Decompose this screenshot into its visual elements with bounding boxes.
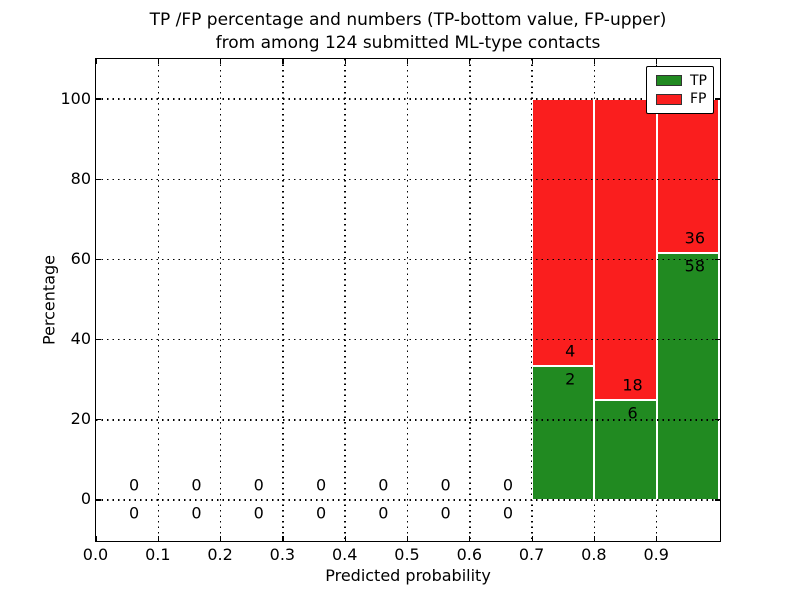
x-tick-mark-bottom — [282, 536, 284, 541]
h-gridline — [96, 419, 719, 421]
y-tick-mark-right — [715, 178, 720, 180]
x-tick-mark-top — [469, 59, 471, 64]
x-tick-label: 0.2 — [207, 545, 233, 564]
fp-count-label: 0 — [440, 475, 451, 495]
x-tick-mark-top — [157, 59, 159, 64]
x-tick-label: 0.5 — [394, 545, 420, 564]
tp-count-label: 6 — [627, 403, 638, 423]
x-axis-label: Predicted probability — [325, 566, 491, 585]
chart-title-line2: from among 124 submitted ML-type contact… — [215, 33, 601, 53]
y-tick-mark-left — [96, 499, 101, 501]
bar-tp-segment — [656, 252, 719, 500]
v-gridline — [344, 59, 346, 540]
bar-fp-segment — [532, 99, 595, 367]
fp-count-label: 4 — [565, 341, 576, 361]
tp-count-label: 0 — [440, 503, 451, 523]
fp-count-label: 0 — [191, 475, 202, 495]
legend-swatch-fp — [656, 93, 682, 105]
h-gridline — [96, 258, 719, 261]
x-tick-label: 0.1 — [145, 545, 171, 564]
v-gridline — [282, 59, 284, 540]
legend-label: TP — [690, 72, 707, 89]
v-gridline — [406, 59, 409, 540]
y-tick-mark-left — [96, 338, 101, 341]
tp-count-label: 2 — [565, 369, 576, 389]
x-tick-mark-top — [282, 59, 284, 64]
x-tick-mark-top — [406, 59, 409, 64]
tp-count-label: 58 — [684, 256, 706, 276]
y-tick-mark-left — [96, 258, 101, 261]
x-tick-mark-bottom — [95, 536, 97, 541]
x-tick-mark-top — [656, 59, 658, 64]
x-tick-label: 0.4 — [331, 545, 358, 564]
v-gridline — [157, 59, 160, 540]
chart-title: TP /FP percentage and numbers (TP-bottom… — [95, 9, 721, 55]
tp-count-label: 0 — [315, 503, 327, 523]
x-tick-mark-bottom — [406, 536, 409, 541]
h-gridline — [96, 98, 719, 100]
x-tick-label: 0.9 — [643, 545, 669, 564]
bar-tp-segment — [594, 399, 657, 500]
h-gridline — [96, 338, 719, 341]
x-tick-mark-bottom — [220, 536, 222, 541]
legend-label: FP — [690, 91, 707, 108]
fp-count-label: 0 — [502, 475, 514, 495]
y-tick-mark-right — [715, 338, 720, 341]
x-tick-label: 0.6 — [456, 545, 483, 564]
fp-count-label: 18 — [622, 375, 643, 395]
fp-count-label: 0 — [129, 475, 140, 495]
x-tick-mark-bottom — [469, 536, 471, 541]
legend-item-tp: TP — [656, 74, 713, 88]
y-tick-label: 60 — [70, 248, 91, 268]
y-tick-label: 100 — [60, 88, 91, 108]
legend-swatch-tp — [656, 75, 682, 87]
x-tick-mark-bottom — [157, 536, 159, 541]
v-gridline — [469, 59, 471, 540]
fp-count-label: 0 — [315, 475, 327, 495]
x-tick-label: 0.8 — [581, 545, 607, 564]
x-tick-mark-top — [95, 59, 97, 64]
x-tick-mark-bottom — [344, 536, 346, 541]
x-tick-mark-bottom — [593, 536, 596, 541]
h-gridline — [96, 499, 719, 501]
y-tick-label: 20 — [70, 409, 91, 429]
x-tick-label: 0.7 — [518, 545, 545, 564]
fp-count-label: 36 — [684, 228, 706, 248]
tp-count-label: 0 — [129, 503, 140, 523]
bar-tp-segment — [532, 366, 595, 500]
x-tick-mark-top — [344, 59, 346, 64]
bar-fp-segment — [656, 99, 719, 253]
h-gridline — [96, 178, 719, 180]
bar-fp-segment — [594, 99, 657, 400]
y-tick-label: 80 — [70, 168, 91, 188]
y-tick-label: 0 — [80, 489, 91, 509]
x-tick-mark-bottom — [656, 536, 658, 541]
tp-count-label: 0 — [191, 503, 202, 523]
y-tick-mark-left — [96, 98, 101, 100]
legend-item-fp: FP — [656, 92, 713, 106]
y-tick-mark-right — [715, 98, 720, 100]
x-tick-label: 0.3 — [269, 545, 296, 564]
x-tick-mark-bottom — [531, 536, 533, 541]
fp-count-label: 0 — [253, 475, 264, 495]
x-tick-mark-top — [593, 59, 596, 64]
y-tick-mark-left — [96, 419, 101, 421]
x-tick-mark-top — [220, 59, 222, 64]
y-tick-label: 40 — [70, 329, 91, 349]
tp-count-label: 0 — [253, 503, 264, 523]
chart-title-line1: TP /FP percentage and numbers (TP-bottom… — [149, 10, 667, 30]
x-tick-mark-top — [531, 59, 533, 64]
tp-count-label: 0 — [502, 503, 514, 523]
y-tick-mark-left — [96, 178, 101, 180]
y-tick-mark-right — [715, 499, 720, 501]
x-tick-label: 0.0 — [82, 545, 109, 564]
plot-area: 0 0 0 0 0 0 0 0 0 0 0 0 0 0 4 2 18 6 36 58 — [95, 58, 721, 542]
tp-count-label: 0 — [378, 503, 389, 523]
legend: TP FP — [646, 66, 714, 114]
y-tick-mark-right — [715, 419, 720, 421]
y-tick-mark-right — [715, 258, 720, 261]
fp-count-label: 0 — [378, 475, 389, 495]
v-gridline — [219, 59, 222, 540]
